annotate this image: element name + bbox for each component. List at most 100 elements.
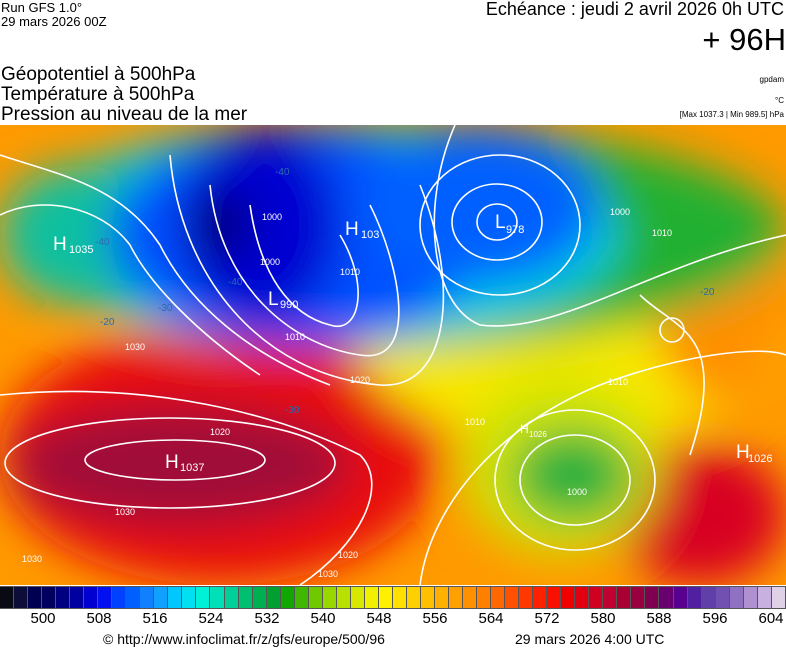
isobar-label: 1000 [262,212,282,222]
colorbar-label: 524 [198,610,224,627]
svg-text:L: L [495,212,506,233]
colorbar-swatch [182,587,197,608]
colorbar-swatch [0,587,15,608]
colorbar-swatch [561,587,576,608]
temperature-label: -40 [228,277,243,288]
isobar-label: 1010 [340,267,360,277]
isobar-label: 1030 [115,507,135,517]
colorbar-swatch [294,587,309,608]
svg-text:978: 978 [506,224,524,236]
isobar-label: 1030 [318,569,338,579]
run-date: 29 mars 2026 00Z [1,14,107,29]
low-center: L 978 [495,212,524,236]
colorbar-swatch [505,587,520,608]
colorbar-swatch [28,587,43,608]
colorbar-swatch [378,587,393,608]
colorbar-swatch [771,587,786,608]
svg-text:1026: 1026 [529,430,547,439]
svg-text:L: L [268,289,279,310]
high-center: H 103 [345,219,379,241]
colorbar-label: 516 [142,610,168,627]
lead-time: + 96H [702,22,786,57]
isobar-labels: 1030 1000 1000 1010 1020 1010 1010 1010 … [22,207,672,579]
colorbar-swatch [547,587,562,608]
high-center: H 1037 [165,452,204,474]
temperature-label: -20 [700,287,715,298]
colorbar-swatch [533,587,548,608]
colorbar-swatch [42,587,57,608]
colorbar-swatch [463,587,478,608]
low-center: L 990 [268,289,298,311]
isobar-label: 1010 [285,332,305,342]
isobar-label: 1010 [652,228,672,238]
colorbar-swatch [491,587,506,608]
colorbar-swatch [449,587,464,608]
echeance: Echéance : jeudi 2 avril 2026 0h UTC [485,0,784,19]
colorbar-swatch [631,587,646,608]
temperature-label: -40 [275,167,290,178]
colorbar-swatch [56,587,71,608]
svg-text:H: H [345,219,359,240]
colorbar-swatch [112,587,127,608]
pressure-range: [Max 1037.3 | Min 989.5] hPa [679,110,784,119]
run-label: Run GFS 1.0° [1,0,83,15]
temperature-label: -20 [100,317,115,328]
temperature-labels: -40 -40 -40 -30 -20 -30 -20 [95,167,715,416]
colorbar-swatch [350,587,365,608]
isobar-label: 1020 [338,550,358,560]
isobar-label: 1010 [465,417,485,427]
colorbar-swatch [14,587,29,608]
title-geopotential: Géopotentiel à 500hPa [1,64,196,85]
isobars [0,125,786,585]
source-url[interactable]: © http://www.infoclimat.fr/z/gfs/europe/… [103,631,385,647]
temperature-label: -30 [158,303,173,314]
colorbar-swatch [70,587,85,608]
colorbar-swatch [154,587,169,608]
isobar-label: 1030 [125,342,145,352]
isobar-label: 1000 [610,207,630,217]
high-center: H 1035 [53,234,93,256]
svg-text:1037: 1037 [180,462,204,474]
colorbar-swatch [434,587,449,608]
colorbar-swatch [308,587,323,608]
colorbar-label: 556 [422,610,448,627]
svg-text:H: H [736,442,750,463]
isobar-label: 1010 [608,377,628,387]
colorbar-swatch [729,587,744,608]
colorbar-swatch [392,587,407,608]
colorbar-swatch [336,587,351,608]
colorbar-swatch [196,587,211,608]
colorbar-swatch [477,587,492,608]
svg-text:1026: 1026 [748,453,772,465]
colorbar-label: 588 [646,610,672,627]
temperature-label: -30 [285,405,300,416]
colorbar-swatch [238,587,253,608]
colorbar-swatch [673,587,688,608]
unit-celsius: °C [775,96,784,105]
svg-text:1035: 1035 [69,244,93,256]
svg-text:990: 990 [280,299,298,311]
colorbar-swatch [420,587,435,608]
title-pressure: Pression au niveau de la mer [1,104,248,125]
colorbar-label: 572 [534,610,560,627]
colorbar-swatch [98,587,113,608]
colorbar-label: 508 [86,610,112,627]
isobar-label: 1020 [210,427,230,437]
colorbar-swatch [252,587,267,608]
colorbar-swatch [406,587,421,608]
colorbar-swatch [715,587,730,608]
svg-text:H: H [165,452,179,473]
colorbar-swatch [364,587,379,608]
colorbar-swatch [645,587,660,608]
colorbar-label: 604 [758,610,784,627]
colorbar-label: 548 [366,610,392,627]
colorbar-swatch [126,587,141,608]
svg-text:103: 103 [361,229,379,241]
generated-time: 29 mars 2026 4:00 UTC [515,631,665,647]
colorbar-swatch [757,587,772,608]
colorbar-swatch [575,587,590,608]
svg-text:H: H [520,422,529,436]
